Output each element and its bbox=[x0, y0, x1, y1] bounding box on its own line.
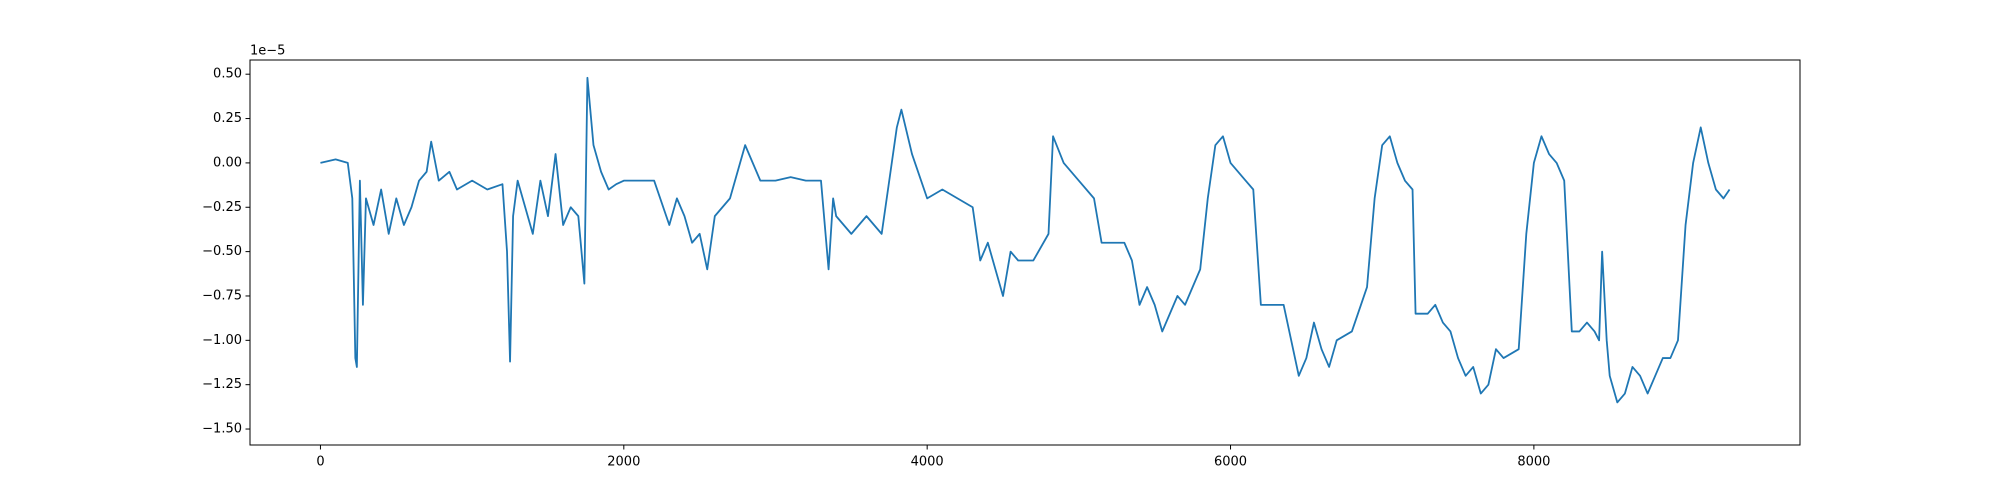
y-tick-label: −1.00 bbox=[202, 333, 242, 348]
x-tick-label: 4000 bbox=[911, 455, 944, 470]
x-tick-label: 0 bbox=[316, 455, 324, 470]
y-tick-label: 0.00 bbox=[213, 155, 242, 170]
plot-frame bbox=[249, 59, 1801, 446]
y-tick-label: −0.75 bbox=[202, 288, 242, 303]
x-tick-label: 8000 bbox=[1517, 455, 1550, 470]
data-line bbox=[320, 76, 1731, 404]
y-tick-label: −0.25 bbox=[202, 200, 242, 215]
y-tick-label: −0.50 bbox=[202, 244, 242, 259]
x-tick-label: 2000 bbox=[607, 455, 640, 470]
x-tick-label: 6000 bbox=[1214, 455, 1247, 470]
y-tick-label: 0.50 bbox=[213, 67, 242, 82]
y-tick-label: −1.50 bbox=[202, 422, 242, 437]
y-tick-label: −1.25 bbox=[202, 377, 242, 392]
offset-label: 1e−5 bbox=[250, 44, 285, 59]
y-tick-label: 0.25 bbox=[213, 111, 242, 126]
